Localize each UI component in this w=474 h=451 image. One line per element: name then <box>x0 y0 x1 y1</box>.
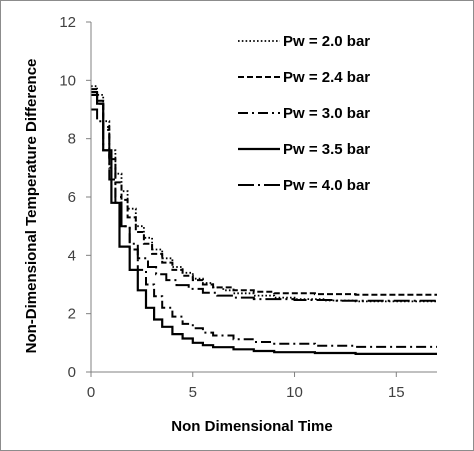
legend: Pw = 2.0 bar Pw = 2.4 bar Pw = 3.0 bar Pw =… <box>238 33 370 194</box>
y-tick-label: 8 <box>68 131 76 148</box>
y-axis-title: Non-Dimensional Temperature Difference <box>23 59 40 354</box>
x-axis-title: Non Dimensional Time <box>171 418 332 435</box>
x-tick-label: 10 <box>286 384 303 401</box>
series-line-5 <box>91 108 437 302</box>
legend-label-2: Pw = 2.4 bar <box>283 69 370 86</box>
legend-label-5: Pw = 4.0 bar <box>283 177 370 194</box>
x-tick-label: 15 <box>388 384 405 401</box>
x-tick-label: 0 <box>87 384 95 401</box>
y-tick-label: 12 <box>59 14 76 31</box>
legend-label-4: Pw = 3.5 bar <box>283 141 370 158</box>
axes <box>90 22 437 373</box>
plot-lines <box>91 85 437 355</box>
series-line-1 <box>91 85 437 303</box>
ticks: 0 2 4 6 8 10 12 0 5 10 15 <box>59 14 404 401</box>
y-tick-label: 4 <box>68 247 76 264</box>
legend-label-3: Pw = 3.0 bar <box>283 105 370 122</box>
x-tick-label: 5 <box>189 384 197 401</box>
series-line-3 <box>91 91 437 348</box>
series-line-2 <box>91 88 437 296</box>
y-tick-label: 6 <box>68 189 76 206</box>
y-tick-label: 0 <box>68 364 76 381</box>
legend-label-1: Pw = 2.0 bar <box>283 33 370 50</box>
y-tick-label: 2 <box>68 306 76 323</box>
series-line-4 <box>91 93 437 355</box>
y-tick-label: 10 <box>59 72 76 89</box>
